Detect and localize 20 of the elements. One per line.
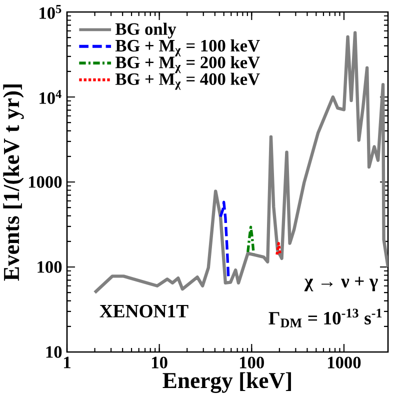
x-tick-label: 10	[152, 356, 168, 368]
x-tick-label: 1	[64, 356, 70, 368]
annotation: Γ$_{DM}$ = 10$^{-13}$ s$^{-1}$	[268, 308, 382, 328]
legend-label: BG only	[115, 22, 176, 38]
line-series	[246, 226, 255, 255]
x-tick-label: 1000	[328, 356, 361, 368]
line-series	[219, 200, 230, 278]
x-axis-title: Energy [keV]	[162, 372, 291, 393]
annotation: XENON1T	[100, 304, 188, 318]
y-tick-label: 10$^{5}$	[40, 5, 62, 19]
y-tick-label: 100	[38, 261, 62, 273]
x-tick-label: 100	[240, 356, 264, 368]
legend-label: BG + M$_{χ}$ = 100 keV	[115, 39, 260, 56]
legend-label: BG + M$_{χ}$ = 400 keV	[115, 72, 260, 90]
annotation: χ → ν + γ	[304, 276, 378, 292]
legend-label: BG + M$_{χ}$ = 200 keV	[115, 56, 260, 74]
y-tick-label: 1000	[29, 176, 62, 188]
y-tick-label: 10	[46, 346, 62, 358]
y-tick-label: 10$^{4}$	[40, 90, 62, 104]
y-axis-title: Events [1/(keV t yr)]	[3, 84, 24, 281]
